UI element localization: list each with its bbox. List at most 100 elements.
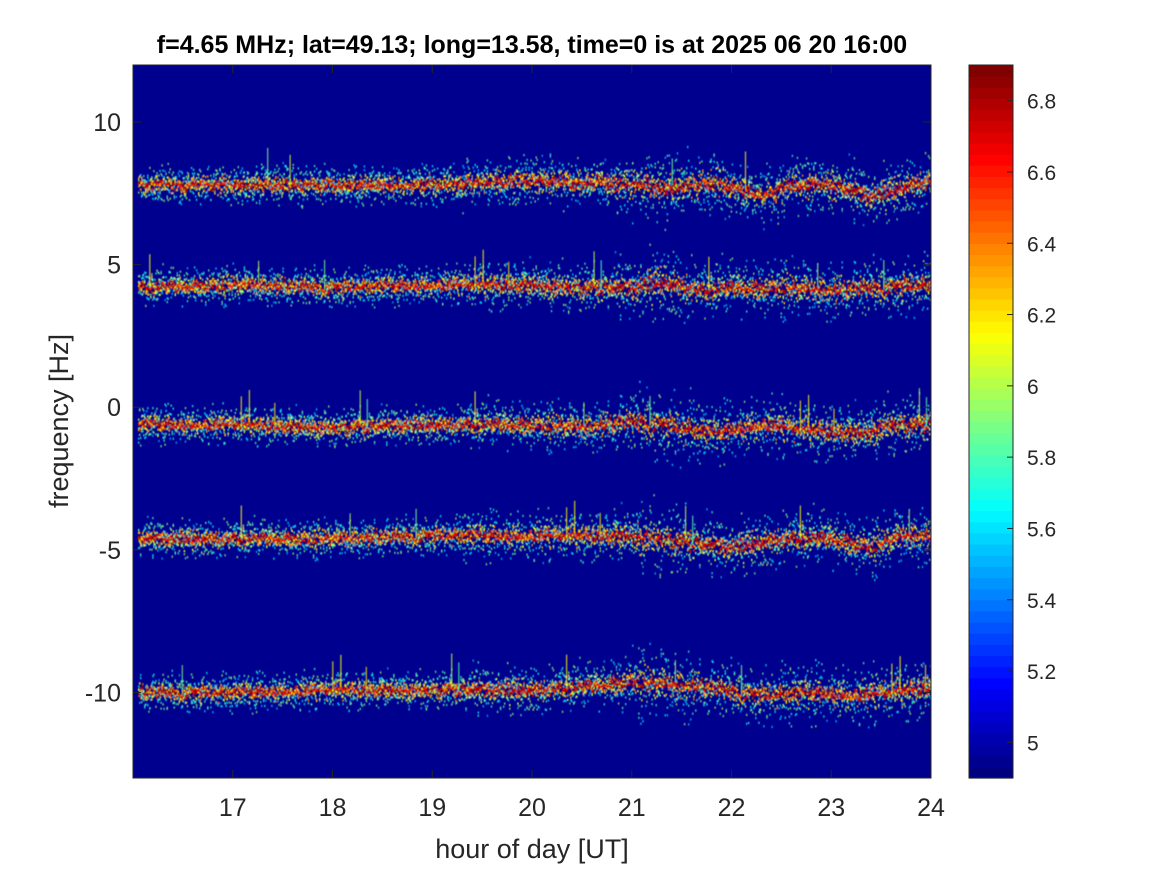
colorbar-segment xyxy=(969,544,1013,556)
colorbar-segment xyxy=(969,510,1013,523)
colorbar-segment xyxy=(969,388,1013,400)
spectral-traces xyxy=(138,146,931,729)
colorbar-segment xyxy=(969,198,1013,211)
colorbar xyxy=(968,64,1014,779)
colorbar-segment xyxy=(969,187,1013,200)
y-tick-label: -10 xyxy=(85,679,121,707)
chart-title: f=4.65 MHz; lat=49.13; long=13.58, time=… xyxy=(157,31,907,59)
colorbar-segment xyxy=(969,310,1013,322)
colorbar-tick-label: 6.2 xyxy=(1027,305,1056,328)
colorbar-frame xyxy=(968,64,1014,779)
colorbar-segment xyxy=(969,722,1013,735)
x-axis-label: hour of day [UT] xyxy=(435,834,629,864)
colorbar-segment xyxy=(969,109,1013,122)
colorbar-segment xyxy=(969,555,1013,567)
colorbar-segment xyxy=(969,276,1013,289)
colorbar-segment xyxy=(969,744,1013,757)
colorbar-segment xyxy=(969,599,1013,612)
colorbar-segment xyxy=(969,220,1013,233)
colorbar-segment xyxy=(969,566,1013,579)
colorbar-segment xyxy=(969,131,1013,144)
colorbar-segment xyxy=(969,165,1013,178)
colorbar-segment xyxy=(969,466,1013,478)
colorbar-segment xyxy=(969,488,1013,501)
y-tick-label: 10 xyxy=(93,109,121,137)
x-tick-label: 19 xyxy=(418,794,446,822)
colorbar-segment xyxy=(969,477,1013,489)
colorbar-segment xyxy=(969,633,1013,645)
colorbar-segment xyxy=(969,499,1013,512)
x-tick-label: 17 xyxy=(219,794,247,822)
colorbar-segment xyxy=(969,354,1013,367)
colorbar-segment xyxy=(969,321,1013,333)
x-tick-label: 21 xyxy=(618,794,646,822)
y-tick-label: -5 xyxy=(99,537,121,565)
colorbar-segment xyxy=(969,432,1013,445)
colorbar-segment xyxy=(969,65,1013,77)
colorbar-segment xyxy=(969,254,1013,267)
y-tick-label: 5 xyxy=(107,252,121,280)
colorbar-segment xyxy=(969,421,1013,434)
colorbar-tick-label: 6.6 xyxy=(1027,162,1056,185)
colorbar-segment xyxy=(969,243,1013,255)
colorbar-segment xyxy=(969,76,1013,88)
colorbar-segment xyxy=(969,87,1013,100)
x-tick-label: 22 xyxy=(718,794,746,822)
trace-band-3 xyxy=(138,380,931,469)
colorbar-segment xyxy=(969,644,1013,657)
colorbar-segment xyxy=(969,677,1013,690)
colorbar-tick-label: 6.8 xyxy=(1027,91,1056,114)
colorbar-segment xyxy=(969,142,1013,155)
colorbar-segment xyxy=(969,265,1013,278)
colorbar-segment xyxy=(969,399,1013,411)
y-tick-label: 0 xyxy=(107,394,121,422)
x-tick-label: 23 xyxy=(817,794,845,822)
colorbar-tick-label: 6 xyxy=(1027,376,1039,399)
colorbar-segment xyxy=(969,332,1013,345)
colorbar-segment xyxy=(969,655,1013,668)
x-tick-label: 24 xyxy=(917,794,945,822)
colorbar-segment xyxy=(969,176,1013,189)
colorbar-tick-label: 5 xyxy=(1027,732,1039,755)
colorbar-segment xyxy=(969,666,1013,679)
x-tick-label: 20 xyxy=(518,794,546,822)
colorbar-segment xyxy=(969,120,1013,133)
colorbar-segment xyxy=(969,287,1013,300)
colorbar-tick-label: 5.2 xyxy=(1027,661,1056,684)
colorbar-segment xyxy=(969,766,1013,779)
trace-band-4 xyxy=(138,494,931,582)
y-axis-label: frequency [Hz] xyxy=(44,334,74,508)
colorbar-tick-label: 5.4 xyxy=(1027,590,1057,613)
colorbar-segment xyxy=(969,521,1013,534)
colorbar-segment xyxy=(969,577,1013,590)
colorbar-segment xyxy=(969,454,1013,467)
x-tick-label: 18 xyxy=(319,794,347,822)
colorbar-segment xyxy=(969,443,1013,456)
colorbar-segment xyxy=(969,755,1013,768)
colorbar-segment xyxy=(969,610,1013,623)
colorbar-segment xyxy=(969,733,1013,746)
trace-band-2 xyxy=(138,243,931,324)
colorbar-segment xyxy=(969,154,1013,166)
colorbar-segment xyxy=(969,700,1013,712)
colorbar-segment xyxy=(969,343,1013,356)
colorbar-segment xyxy=(969,365,1013,378)
trace-band-1 xyxy=(138,146,931,231)
colorbar-segment xyxy=(969,588,1013,601)
x-axis-ticks: 17 18 19 20 21 22 23 24 xyxy=(219,65,945,822)
colorbar-segment xyxy=(969,711,1013,723)
colorbar-segment xyxy=(969,298,1013,311)
colorbar-segment xyxy=(969,688,1013,701)
colorbar-ticks: 5 5.2 5.4 5.6 5.8 6 6.2 6.4 6.6 6.8 xyxy=(1007,91,1057,755)
colorbar-segment xyxy=(969,532,1013,545)
colorbar-segment xyxy=(969,232,1013,244)
colorbar-tick-label: 5.6 xyxy=(1027,518,1056,541)
colorbar-segment xyxy=(969,376,1013,389)
trace-band-5 xyxy=(138,642,931,729)
colorbar-segment xyxy=(969,622,1013,634)
colorbar-tick-label: 5.8 xyxy=(1027,447,1056,470)
colorbar-segment xyxy=(969,98,1013,111)
y-axis-ticks: -10 -5 0 5 10 xyxy=(85,109,931,707)
colorbar-tick-label: 6.4 xyxy=(1027,233,1057,256)
